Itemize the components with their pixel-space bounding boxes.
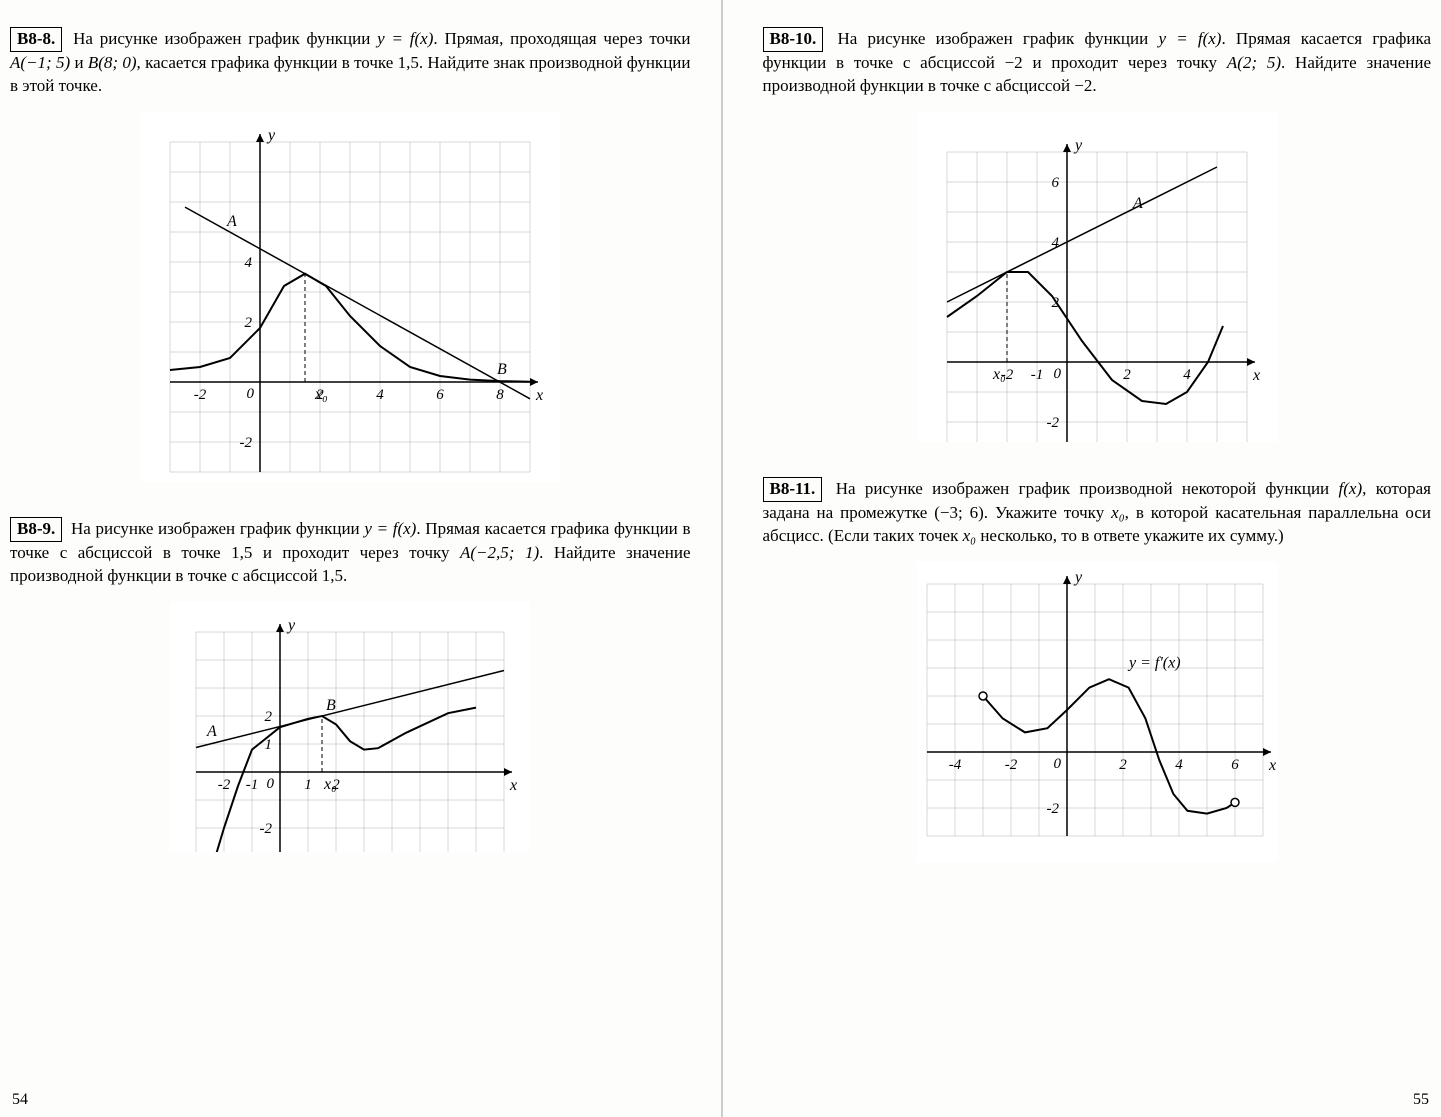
chart-svg: -22468-2240xyABx₀ — [140, 112, 560, 482]
chart-b8-11: -4 -2 2 4 6 -2 0 x y y = f'(x) — [763, 562, 1432, 867]
problem-label: B8-8. — [10, 27, 62, 52]
right-page: B8-10. На рисунке изображен график функц… — [721, 0, 1441, 1117]
svg-text:y: y — [266, 127, 276, 144]
chart-svg: -2-112-2120xyABx₀ — [170, 602, 530, 852]
svg-text:-2: -2 — [260, 821, 273, 837]
svg-text:0: 0 — [267, 776, 275, 792]
x0: x₀ — [1111, 503, 1124, 522]
svg-text:x: x — [1252, 367, 1260, 384]
svg-text:-4: -4 — [949, 757, 962, 773]
page-number-right: 55 — [1413, 1091, 1429, 1109]
svg-text:y: y — [1073, 137, 1083, 154]
svg-text:6: 6 — [1231, 757, 1239, 773]
chart-b8-10: -2-124-22460xyAx₀ — [763, 112, 1432, 447]
svg-text:0: 0 — [1053, 756, 1061, 772]
svg-text:8: 8 — [497, 387, 505, 403]
svg-text:x₀: x₀ — [992, 366, 1006, 383]
formula: y = f(x) — [1158, 29, 1221, 48]
problem-b8-10: B8-10. На рисунке изображен график функц… — [763, 27, 1432, 447]
text-part: На рисунке изображен график функции — [73, 29, 377, 48]
svg-text:4: 4 — [245, 255, 253, 271]
problem-b8-9-text: B8-9. На рисунке изображен график функци… — [10, 517, 691, 588]
text-part: На рисунке изображен график функции — [71, 519, 364, 538]
svg-text:-1: -1 — [1031, 367, 1044, 383]
problem-b8-9: B8-9. На рисунке изображен график функци… — [10, 517, 691, 857]
svg-text:x₀: x₀ — [314, 386, 328, 403]
text-part: На рисунке изображен график производной … — [836, 479, 1339, 498]
svg-text:0: 0 — [1053, 366, 1061, 382]
svg-text:x₀: x₀ — [323, 776, 337, 793]
svg-text:2: 2 — [1119, 757, 1127, 773]
svg-text:-2: -2 — [1046, 801, 1059, 817]
svg-text:-2: -2 — [1005, 757, 1018, 773]
svg-text:4: 4 — [1175, 757, 1183, 773]
point-a: A(−2,5; 1) — [460, 543, 539, 562]
svg-text:6: 6 — [437, 387, 445, 403]
svg-text:y: y — [1073, 569, 1083, 586]
svg-text:-2: -2 — [240, 435, 253, 451]
left-page: B8-8. На рисунке изображен график функци… — [0, 0, 721, 1117]
svg-text:4: 4 — [377, 387, 385, 403]
formula: y = f(x) — [377, 29, 433, 48]
svg-text:2: 2 — [265, 709, 273, 725]
svg-text:x: x — [535, 387, 543, 404]
problem-b8-8: B8-8. На рисунке изображен график функци… — [10, 27, 691, 487]
svg-text:0: 0 — [247, 386, 255, 402]
problem-label: B8-9. — [10, 517, 62, 542]
svg-text:y = f'(x): y = f'(x) — [1127, 654, 1181, 671]
svg-text:6: 6 — [1051, 175, 1059, 191]
svg-text:B: B — [497, 361, 507, 378]
svg-text:-1: -1 — [246, 777, 259, 793]
problem-label: B8-11. — [763, 477, 823, 502]
problem-b8-10-text: B8-10. На рисунке изображен график функц… — [763, 27, 1432, 98]
point-b: B(8; 0) — [88, 53, 137, 72]
svg-text:y: y — [286, 617, 296, 634]
formula: f(x) — [1339, 479, 1363, 498]
svg-text:x: x — [509, 777, 517, 794]
point-a: A(−1; 5) — [10, 53, 70, 72]
text-part: На рисунке изображен график функции — [837, 29, 1158, 48]
svg-text:-2: -2 — [194, 387, 207, 403]
text-part: и — [70, 53, 88, 72]
svg-text:-2: -2 — [1046, 415, 1059, 431]
svg-text:B: B — [326, 697, 336, 714]
x0b: x₀ — [963, 526, 976, 545]
chart-b8-8: -22468-2240xyABx₀ — [10, 112, 691, 487]
svg-text:2: 2 — [1123, 367, 1131, 383]
problem-b8-11-text: B8-11. На рисунке изображен график произ… — [763, 477, 1432, 548]
svg-text:-2: -2 — [218, 777, 231, 793]
svg-text:x: x — [1268, 757, 1276, 774]
svg-text:A: A — [1132, 195, 1143, 212]
point-a: A(2; 5) — [1227, 53, 1281, 72]
text-part: . Прямая, проходящая через точки — [433, 29, 690, 48]
text-part: несколько, то в ответе укажите их сумму.… — [976, 526, 1284, 545]
page-number-left: 54 — [12, 1091, 28, 1109]
chart-svg: -2-124-22460xyAx₀ — [917, 112, 1277, 442]
svg-text:1: 1 — [305, 777, 313, 793]
formula: y = f(x) — [364, 519, 416, 538]
problem-label: B8-10. — [763, 27, 824, 52]
svg-text:4: 4 — [1183, 367, 1191, 383]
svg-text:A: A — [226, 213, 237, 230]
problem-b8-11: B8-11. На рисунке изображен график произ… — [763, 477, 1432, 867]
problem-b8-8-text: B8-8. На рисунке изображен график функци… — [10, 27, 691, 98]
svg-text:2: 2 — [245, 315, 253, 331]
chart-b8-9: -2-112-2120xyABx₀ — [10, 602, 691, 857]
chart-svg: -4 -2 2 4 6 -2 0 x y y = f'(x) — [917, 562, 1277, 862]
svg-text:A: A — [206, 723, 217, 740]
